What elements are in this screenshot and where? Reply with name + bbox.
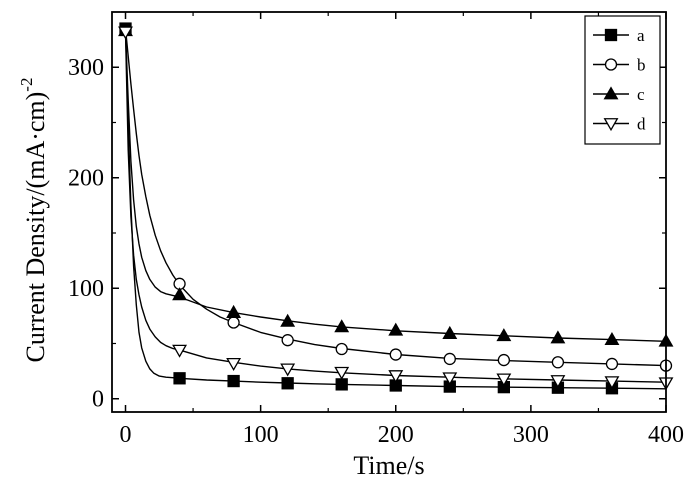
y-tick-label: 300 <box>68 55 104 81</box>
legend-item-d: d <box>593 115 646 134</box>
x-tick-label: 400 <box>648 422 684 448</box>
series-a-point <box>173 372 186 385</box>
series-d-point <box>550 375 566 389</box>
y-tick-label: 200 <box>68 166 104 192</box>
series-c-point <box>172 287 188 301</box>
series-b-point <box>443 352 456 366</box>
y-axis-title: Current Density/(mA·cm)-2 <box>17 78 50 363</box>
series-d-point <box>442 372 458 386</box>
series-c-point <box>550 330 566 344</box>
legend-marker <box>603 118 619 132</box>
axis-ticks <box>112 12 667 412</box>
series-c-point <box>496 328 512 342</box>
series-d-point <box>280 363 296 377</box>
y-axis-title-main: Current Density/(mA·cm) <box>21 92 50 363</box>
legend-label: b <box>637 56 646 75</box>
series-d-point <box>496 373 512 387</box>
series-a-point <box>227 374 240 388</box>
y-tick-label: 0 <box>92 387 104 413</box>
legend-item-a: a <box>593 26 645 45</box>
series-b-point <box>497 353 511 367</box>
series-b-point <box>389 348 402 361</box>
series-b-point <box>227 316 240 329</box>
legend-marker <box>604 28 618 42</box>
legend-item-c: c <box>593 85 645 104</box>
series-b-point <box>281 334 294 347</box>
series-a-point <box>335 378 348 391</box>
series-d-point <box>226 357 242 372</box>
legend-marker <box>603 86 619 100</box>
series-b-markers <box>173 277 673 372</box>
legend-label: a <box>637 26 645 45</box>
series-b-point <box>335 342 348 356</box>
series-c-point <box>226 304 242 318</box>
series-d-point <box>604 376 620 390</box>
legend-box <box>584 15 661 145</box>
y-axis-title-exponent: -2 <box>17 78 36 92</box>
series-c-point <box>334 319 350 333</box>
series-b-line <box>124 28 667 367</box>
series-a-markers <box>119 22 619 395</box>
legend-marker <box>604 58 618 71</box>
series-d-markers <box>118 26 674 391</box>
series-c-point <box>388 322 404 336</box>
series-c-point <box>442 325 458 339</box>
plot-area-frame <box>111 11 667 413</box>
x-tick-label: 0 <box>120 422 132 448</box>
legend-label: c <box>637 85 645 104</box>
y-tick-label: 100 <box>68 276 104 302</box>
series-d-point <box>172 344 188 358</box>
legend-item-b: b <box>593 56 646 75</box>
series-b-point <box>551 356 565 369</box>
x-tick-label: 200 <box>378 422 414 448</box>
series-a-point <box>281 377 294 390</box>
series-c-point <box>280 313 296 327</box>
x-tick-label: 100 <box>243 422 279 448</box>
axis-tick-labels: 0 100 200 300 400 0 100 200 300 <box>68 55 684 448</box>
x-tick-label: 300 <box>513 422 549 448</box>
series-d-point <box>334 366 350 380</box>
x-axis-title: Time/s <box>353 451 424 480</box>
legend-label: d <box>637 115 646 134</box>
series-markers <box>118 22 674 395</box>
series-d-point <box>388 370 404 384</box>
series-c-point <box>604 331 620 346</box>
series-d-point <box>118 26 133 40</box>
series-b-point <box>605 357 619 371</box>
